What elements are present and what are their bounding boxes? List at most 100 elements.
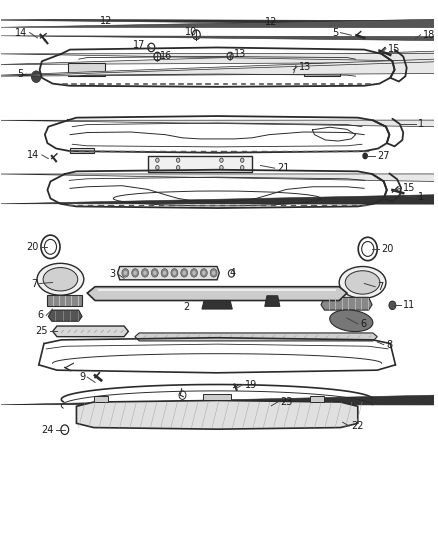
Polygon shape [1, 41, 438, 76]
Text: 15: 15 [403, 183, 416, 193]
Polygon shape [135, 333, 377, 341]
Text: 25: 25 [35, 326, 47, 336]
Text: 8: 8 [386, 340, 392, 350]
Polygon shape [1, 173, 438, 201]
Text: 24: 24 [41, 425, 53, 435]
Text: 1: 1 [418, 192, 424, 203]
Text: 18: 18 [423, 30, 435, 40]
Text: 12: 12 [265, 17, 277, 27]
Polygon shape [304, 63, 340, 76]
Ellipse shape [339, 266, 386, 298]
Text: 19: 19 [245, 379, 258, 390]
Text: 20: 20 [26, 242, 39, 252]
Circle shape [220, 165, 223, 169]
Circle shape [151, 269, 158, 277]
Polygon shape [321, 297, 372, 310]
Circle shape [389, 301, 396, 310]
Polygon shape [117, 266, 219, 280]
Text: 7: 7 [377, 282, 384, 292]
Polygon shape [1, 119, 438, 147]
Circle shape [171, 269, 178, 277]
Text: 5: 5 [332, 28, 338, 38]
Polygon shape [1, 34, 438, 64]
Circle shape [210, 269, 217, 277]
Circle shape [240, 158, 244, 163]
Polygon shape [148, 156, 252, 172]
Text: 14: 14 [28, 150, 40, 160]
Text: 1: 1 [418, 119, 424, 129]
Ellipse shape [43, 268, 78, 291]
Circle shape [143, 271, 147, 275]
Circle shape [163, 271, 166, 275]
Circle shape [183, 271, 186, 275]
Polygon shape [94, 396, 108, 402]
Polygon shape [87, 287, 347, 301]
Text: 22: 22 [351, 421, 364, 431]
Circle shape [134, 271, 137, 275]
Circle shape [132, 269, 139, 277]
Text: 12: 12 [100, 16, 112, 26]
Text: 4: 4 [229, 268, 235, 278]
Polygon shape [77, 400, 358, 429]
Polygon shape [53, 326, 128, 337]
Circle shape [161, 269, 168, 277]
Polygon shape [1, 393, 438, 406]
Circle shape [191, 269, 198, 277]
Text: 9: 9 [79, 372, 85, 382]
Text: 13: 13 [299, 62, 311, 71]
Text: 10: 10 [185, 27, 197, 37]
Text: 16: 16 [160, 51, 172, 61]
Text: 6: 6 [38, 310, 44, 320]
Circle shape [220, 158, 223, 163]
Circle shape [192, 271, 196, 275]
Text: 6: 6 [360, 319, 366, 329]
Text: 21: 21 [277, 163, 289, 173]
Text: 15: 15 [388, 44, 400, 53]
Polygon shape [48, 310, 82, 321]
Circle shape [177, 165, 180, 169]
Text: 7: 7 [31, 279, 38, 288]
Circle shape [141, 269, 148, 277]
Ellipse shape [37, 263, 84, 295]
Text: 2: 2 [184, 302, 190, 312]
Ellipse shape [345, 271, 380, 294]
Circle shape [200, 269, 207, 277]
Text: 14: 14 [15, 28, 28, 38]
Polygon shape [1, 19, 438, 28]
Polygon shape [70, 149, 94, 153]
Circle shape [177, 158, 180, 163]
Circle shape [240, 165, 244, 169]
Polygon shape [265, 296, 280, 306]
Polygon shape [1, 18, 438, 28]
Text: 5: 5 [18, 69, 24, 79]
Text: 23: 23 [280, 397, 292, 407]
Circle shape [32, 71, 41, 83]
Polygon shape [1, 193, 438, 205]
Circle shape [173, 271, 176, 275]
Circle shape [363, 154, 367, 159]
Polygon shape [1, 36, 438, 44]
Polygon shape [47, 295, 82, 306]
Ellipse shape [330, 310, 373, 332]
Polygon shape [1, 38, 438, 75]
Circle shape [155, 165, 159, 169]
Polygon shape [98, 289, 336, 291]
Text: 20: 20 [381, 244, 394, 254]
Circle shape [181, 269, 188, 277]
Circle shape [124, 271, 127, 275]
Polygon shape [310, 396, 325, 402]
Polygon shape [1, 50, 438, 82]
Polygon shape [1, 20, 438, 29]
Text: 11: 11 [403, 300, 416, 310]
Polygon shape [203, 394, 231, 400]
Circle shape [202, 271, 205, 275]
Text: 17: 17 [133, 41, 146, 50]
Text: 27: 27 [377, 151, 390, 161]
Polygon shape [202, 301, 232, 309]
Circle shape [153, 271, 156, 275]
Circle shape [122, 269, 129, 277]
Circle shape [155, 158, 159, 163]
Polygon shape [68, 63, 105, 76]
Text: 13: 13 [234, 49, 247, 59]
Circle shape [212, 271, 215, 275]
